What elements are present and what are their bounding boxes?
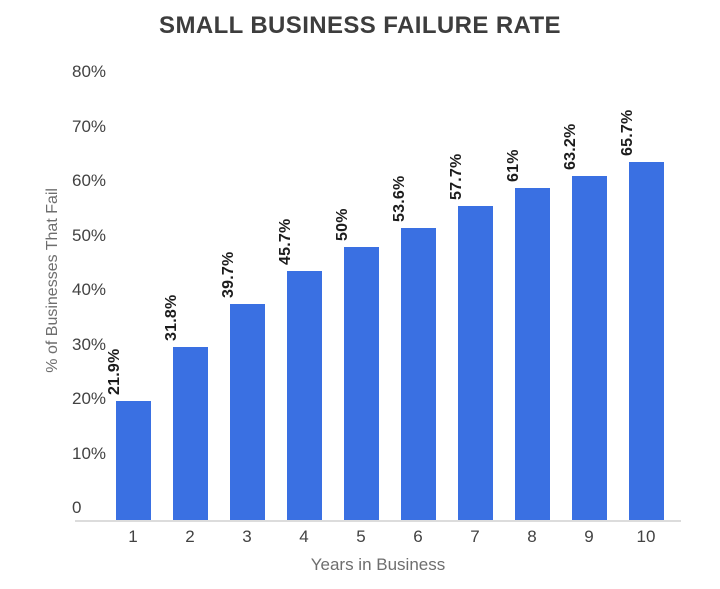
y-tick-label: 70% bbox=[72, 117, 107, 136]
bar bbox=[515, 188, 550, 520]
bar-value-label: 61% bbox=[505, 149, 522, 182]
y-tick-label: 50% bbox=[72, 226, 107, 245]
y-tick-label: 10% bbox=[72, 444, 107, 463]
bar bbox=[116, 401, 151, 520]
bar bbox=[401, 228, 436, 520]
y-tick-label: 40% bbox=[72, 280, 107, 299]
bar-value-label: 63.2% bbox=[562, 123, 579, 170]
bar-value-label: 50% bbox=[334, 208, 351, 241]
y-tick-label: 0 bbox=[72, 498, 82, 517]
x-tick-label: 2 bbox=[185, 527, 195, 546]
x-axis-title: Years in Business bbox=[310, 555, 446, 574]
y-tick-label: 60% bbox=[72, 171, 107, 190]
x-tick-label: 8 bbox=[527, 527, 537, 546]
y-tick-label: 80% bbox=[72, 62, 107, 81]
x-tick-label: 1 bbox=[128, 527, 138, 546]
x-tick-label: 3 bbox=[242, 527, 252, 546]
x-tick-label: 4 bbox=[299, 527, 309, 546]
y-axis-title: % of Businesses That Fail bbox=[44, 188, 61, 373]
bar-value-label: 21.9% bbox=[106, 348, 123, 395]
bar-value-label: 57.7% bbox=[448, 153, 465, 200]
bar-value-label: 45.7% bbox=[277, 218, 294, 265]
y-tick-label: 30% bbox=[72, 335, 107, 354]
x-tick-label: 6 bbox=[413, 527, 423, 546]
bar bbox=[572, 176, 607, 520]
chart-title: SMALL BUSINESS FAILURE RATE bbox=[159, 12, 561, 39]
bar bbox=[287, 271, 322, 520]
bar-value-label: 31.8% bbox=[163, 294, 180, 341]
x-tick-label: 5 bbox=[356, 527, 366, 546]
bar bbox=[344, 247, 379, 520]
bar-value-label: 39.7% bbox=[220, 251, 237, 298]
x-tick-label: 10 bbox=[636, 527, 656, 546]
x-tick-label: 9 bbox=[584, 527, 594, 546]
bar bbox=[629, 162, 664, 520]
bar bbox=[458, 206, 493, 520]
bar-value-label: 53.6% bbox=[391, 175, 408, 222]
bar-value-label: 65.7% bbox=[619, 109, 636, 156]
bar bbox=[230, 304, 265, 520]
x-tick-label: 7 bbox=[470, 527, 480, 546]
y-tick-label: 20% bbox=[72, 389, 107, 408]
x-axis-line bbox=[75, 520, 681, 522]
bar bbox=[173, 347, 208, 520]
